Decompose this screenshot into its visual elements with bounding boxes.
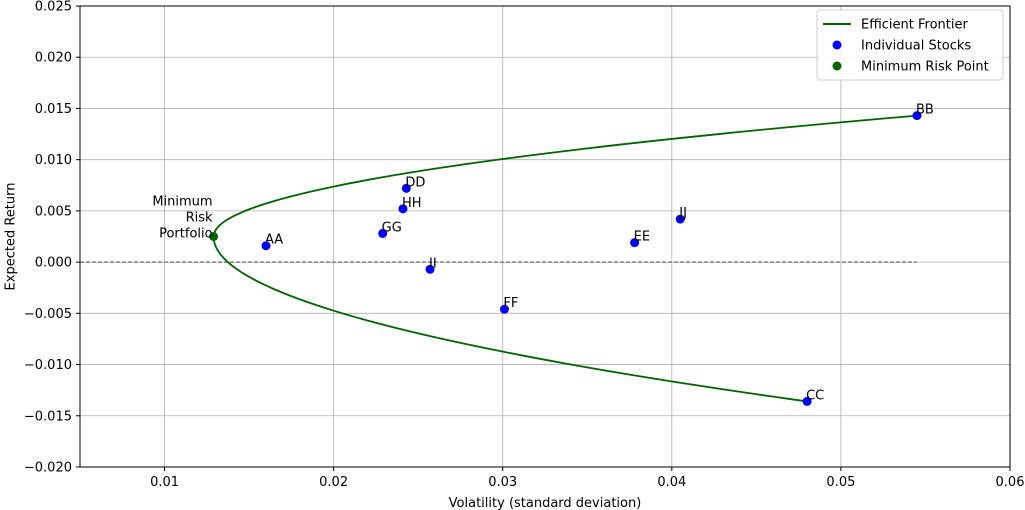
stock-point-bb <box>912 111 922 121</box>
stock-label-ee: EE <box>634 230 650 245</box>
y-tick-label: −0.020 <box>24 461 72 476</box>
x-tick-label: 0.02 <box>319 475 348 490</box>
stock-label-dd: DD <box>405 175 425 190</box>
y-tick-label: −0.010 <box>24 358 72 373</box>
x-axis-label: Volatility (standard deviation) <box>449 496 642 510</box>
stock-label-gg: GG <box>382 220 402 235</box>
x-tick-label: 0.06 <box>996 475 1025 490</box>
stock-label-cc: CC <box>806 388 824 403</box>
y-tick-label: 0.025 <box>35 0 72 15</box>
stock-point-ee <box>630 238 640 248</box>
stock-point-aa <box>261 241 271 251</box>
stock-point-cc <box>802 396 812 406</box>
minimum-risk-label-line: Minimum <box>152 195 212 210</box>
x-tick-label: 0.04 <box>657 475 686 490</box>
x-tick-label: 0.03 <box>488 475 517 490</box>
minimum-risk-label-line: Risk <box>186 211 213 226</box>
legend: Efficient Frontier Individual Stocks Minim… <box>816 9 1004 81</box>
stock-point-gg <box>378 228 388 238</box>
y-tick-label: 0.010 <box>35 153 72 168</box>
stock-point-ii <box>425 264 435 274</box>
stock-label-ff: FF <box>503 296 518 311</box>
stock-point-jj <box>675 214 685 224</box>
minimum-risk-label: Minimum Risk Portfolio <box>152 195 213 242</box>
x-tick-label: 0.05 <box>826 475 855 490</box>
stock-label-aa: AA <box>265 233 283 248</box>
plot-area-frame <box>79 5 1011 468</box>
y-tick-label: 0.020 <box>35 51 72 66</box>
y-tick-label: 0.015 <box>35 102 72 117</box>
legend-label: Efficient Frontier <box>861 18 968 33</box>
stock-point-hh <box>398 204 408 214</box>
legend-label: Individual Stocks <box>861 39 971 54</box>
stock-points <box>209 111 922 406</box>
x-tick-label: 0.01 <box>150 475 179 490</box>
efficient-frontier <box>212 114 918 403</box>
minimum-risk-label-line: Portfolio <box>159 227 213 242</box>
stock-point-ff <box>499 304 509 314</box>
y-tick-label: −0.005 <box>24 307 72 322</box>
stock-label-ii: II <box>429 256 437 271</box>
efficient-frontier-line <box>212 114 918 403</box>
legend-box <box>816 9 1004 81</box>
y-tick-label: −0.015 <box>24 409 72 424</box>
y-axis-label: Expected Return <box>4 183 19 291</box>
legend-dot-swatch <box>832 61 842 71</box>
legend-dot-swatch <box>832 40 842 50</box>
axis-ticks: 0.01 0.02 0.03 0.04 0.05 0.06 −0.020 −0.015 −0.0… <box>24 0 1025 490</box>
legend-label: Minimum Risk Point <box>861 60 989 75</box>
stock-label-bb: BB <box>916 103 934 118</box>
stock-label-jj: JJ <box>678 206 687 221</box>
stock-point-dd <box>401 183 411 193</box>
y-tick-label: 0.000 <box>35 256 72 271</box>
stock-label-hh: HH <box>402 196 422 211</box>
minimum-risk-point <box>209 232 219 241</box>
y-tick-label: 0.005 <box>35 204 72 219</box>
